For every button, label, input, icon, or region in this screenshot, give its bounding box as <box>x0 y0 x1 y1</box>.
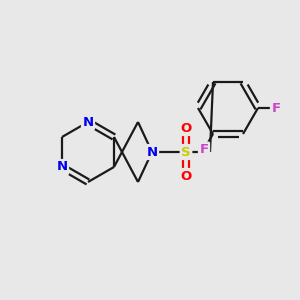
Text: F: F <box>272 101 280 115</box>
Text: N: N <box>82 116 94 128</box>
Text: O: O <box>180 122 192 134</box>
Text: S: S <box>181 146 191 158</box>
Text: O: O <box>180 169 192 182</box>
Text: N: N <box>56 160 68 173</box>
Text: N: N <box>146 146 158 158</box>
Text: F: F <box>200 143 208 156</box>
